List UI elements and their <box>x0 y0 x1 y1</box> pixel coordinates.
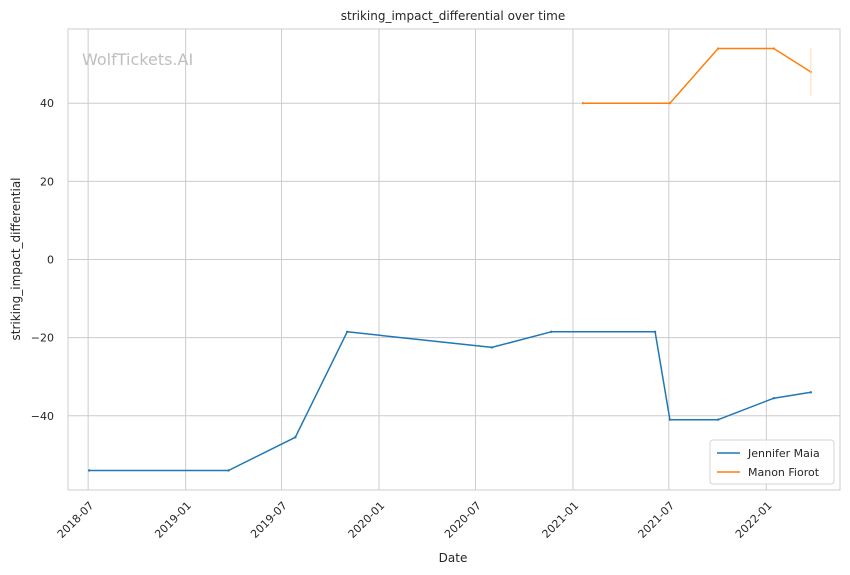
data-point <box>550 330 553 333</box>
y-axis-label: striking_impact_differential <box>9 177 23 340</box>
watermark: WolfTickets.AI <box>82 50 193 69</box>
data-point <box>716 47 720 50</box>
data-point <box>653 330 657 333</box>
data-point <box>87 469 91 472</box>
series-lines <box>87 47 813 472</box>
data-point <box>668 418 672 421</box>
data-point <box>294 436 297 439</box>
x-axis-label: Date <box>439 551 468 565</box>
data-point <box>772 47 775 50</box>
y-tick-label: −20 <box>31 332 54 345</box>
legend-label: Jennifer Maia <box>747 447 820 460</box>
y-tick-label: 0 <box>47 254 54 267</box>
legend: Jennifer Maia Manon Fiorot <box>709 439 835 485</box>
data-point <box>581 102 585 105</box>
y-tick-label: −40 <box>31 410 54 423</box>
chart-title: striking_impact_differential over time <box>341 9 566 23</box>
data-point <box>668 102 672 105</box>
data-point <box>227 469 230 472</box>
data-point <box>809 391 813 394</box>
legend-label: Manon Fiorot <box>748 466 820 479</box>
y-tick-label: 40 <box>40 97 54 110</box>
y-tick-label: 20 <box>40 175 54 188</box>
plot-frame <box>67 28 841 491</box>
data-point <box>490 346 494 349</box>
y-tick-labels: −40 −20 0 20 40 <box>31 97 54 423</box>
data-point <box>716 418 720 421</box>
legend-box <box>709 439 835 485</box>
data-point <box>346 330 349 333</box>
data-point <box>772 396 775 400</box>
